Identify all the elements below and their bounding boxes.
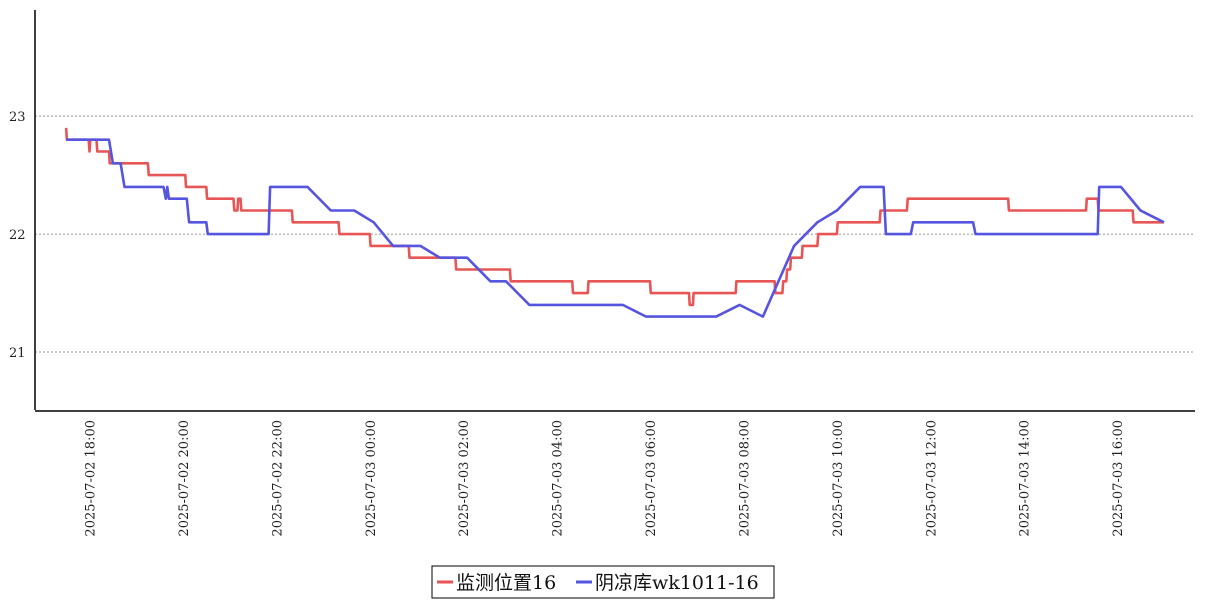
y-tick-label: 22 xyxy=(9,228,26,243)
legend: 监测位置16 阴凉库wk1011-16 xyxy=(431,565,775,599)
x-tick: 2025-07-03 14:00 xyxy=(1018,420,1033,537)
series-line-1 xyxy=(66,138,1165,318)
y-tick-labels: 21 22 23 xyxy=(9,110,26,361)
x-tick-labels: 2025-07-02 18:00 2025-07-02 20:00 2025-07-… xyxy=(83,420,1126,537)
x-tick: 2025-07-03 02:00 xyxy=(457,420,472,537)
legend-label-0: 监测位置16 xyxy=(456,572,556,594)
x-tick-label: 2025-07-03 14:00 xyxy=(1018,420,1033,537)
x-tick: 2025-07-03 10:00 xyxy=(831,420,846,537)
x-tick: 2025-07-03 06:00 xyxy=(644,420,659,537)
x-tick-label: 2025-07-03 10:00 xyxy=(831,420,846,537)
series-line-0 xyxy=(64,127,1164,307)
x-tick: 2025-07-03 08:00 xyxy=(737,420,752,537)
x-tick: 2025-07-03 00:00 xyxy=(364,420,379,537)
legend-label-1: 阴凉库wk1011-16 xyxy=(595,572,759,594)
x-tick: 2025-07-02 22:00 xyxy=(270,420,285,537)
y-tick-label: 23 xyxy=(9,110,26,125)
legend-box xyxy=(431,565,775,599)
series-lines xyxy=(64,127,1165,318)
x-tick-label: 2025-07-02 20:00 xyxy=(177,420,192,537)
x-tick: 2025-07-03 12:00 xyxy=(924,420,939,537)
y-tick-label: 21 xyxy=(9,346,26,361)
x-tick: 2025-07-03 04:00 xyxy=(551,420,566,537)
x-tick-label: 2025-07-02 22:00 xyxy=(270,420,285,537)
x-tick-label: 2025-07-03 00:00 xyxy=(364,420,379,537)
x-tick: 2025-07-03 16:00 xyxy=(1111,420,1126,537)
axes xyxy=(34,10,1195,412)
x-tick-label: 2025-07-02 18:00 xyxy=(83,420,98,537)
x-tick-label: 2025-07-03 12:00 xyxy=(924,420,939,537)
x-tick-label: 2025-07-03 06:00 xyxy=(644,420,659,537)
x-tick-label: 2025-07-03 08:00 xyxy=(737,420,752,537)
x-tick: 2025-07-02 18:00 xyxy=(83,420,98,537)
x-tick-label: 2025-07-03 04:00 xyxy=(551,420,566,537)
x-tick-label: 2025-07-03 02:00 xyxy=(457,420,472,537)
x-tick-label: 2025-07-03 16:00 xyxy=(1111,420,1126,537)
x-tick: 2025-07-02 20:00 xyxy=(177,420,192,537)
